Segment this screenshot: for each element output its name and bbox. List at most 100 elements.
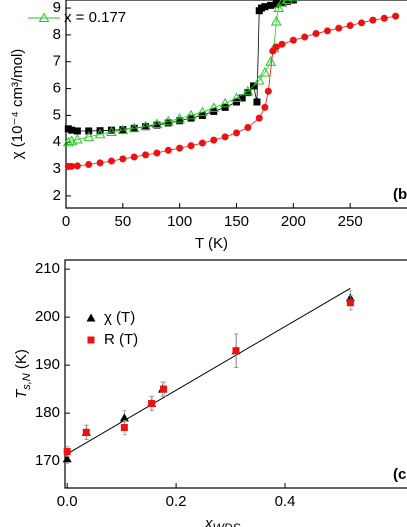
- marker: [119, 413, 129, 422]
- marker: [176, 117, 184, 125]
- marker: [284, 0, 292, 5]
- x-tick-label: 250: [338, 213, 363, 230]
- marker: [233, 98, 240, 106]
- marker: [287, 0, 299, 2]
- series-line: [68, 15, 396, 167]
- marker: [94, 128, 106, 139]
- marker: [232, 347, 240, 355]
- marker: [160, 385, 168, 393]
- x-tick-label: 50: [114, 213, 131, 230]
- legend-label: χ (T): [104, 309, 135, 326]
- marker: [253, 74, 265, 85]
- marker: [86, 313, 96, 322]
- y-tick-label: 9: [53, 0, 61, 16]
- y-tick-label: 6: [53, 80, 61, 97]
- marker: [358, 19, 366, 27]
- marker: [346, 299, 354, 307]
- plot-frame: [65, 0, 407, 209]
- marker: [197, 106, 208, 117]
- marker: [153, 121, 161, 129]
- marker: [151, 118, 163, 128]
- marker: [272, 43, 280, 51]
- marker: [282, 0, 294, 4]
- y-tick-label: 210: [35, 260, 60, 277]
- marker: [221, 103, 229, 111]
- marker: [87, 336, 95, 344]
- marker: [148, 400, 156, 408]
- marker: [85, 161, 93, 169]
- marker: [130, 153, 138, 161]
- marker: [261, 3, 269, 11]
- marker: [244, 89, 252, 97]
- marker: [187, 114, 195, 122]
- marker: [106, 126, 117, 137]
- series-line: [68, 0, 289, 143]
- marker: [335, 24, 343, 32]
- marker: [261, 103, 269, 111]
- y-axis-label: Ts,N (K): [13, 349, 33, 399]
- marker: [253, 98, 261, 106]
- marker: [289, 36, 297, 44]
- marker: [312, 30, 320, 38]
- marker: [233, 129, 240, 137]
- y-label-sub: s,N: [21, 373, 33, 390]
- marker: [72, 134, 83, 144]
- y-tick-label: 190: [35, 356, 60, 373]
- y-tick-label: 8: [53, 26, 61, 43]
- marker: [68, 126, 76, 134]
- marker: [153, 149, 161, 157]
- x-axis-label: xWDS: [204, 515, 241, 527]
- marker: [264, 87, 272, 95]
- marker: [117, 124, 129, 135]
- marker: [119, 155, 127, 163]
- marker: [162, 115, 174, 126]
- marker: [68, 162, 76, 170]
- marker: [142, 123, 150, 131]
- marker: [289, 0, 297, 4]
- legend-label: R (T): [104, 331, 138, 348]
- y-tick-label: 5: [53, 106, 61, 123]
- marker: [62, 454, 72, 463]
- marker: [107, 126, 115, 134]
- x-tick-label: 0.0: [57, 493, 78, 510]
- marker: [238, 94, 246, 102]
- marker: [208, 102, 220, 112]
- marker: [323, 27, 331, 35]
- y-tick-label: 170: [35, 452, 60, 469]
- x-tick-label: 100: [167, 213, 192, 230]
- plot-frame: [64, 259, 407, 489]
- y-axis-label: χ (10⁻⁴ cm³/mol): [9, 49, 26, 160]
- marker: [392, 12, 400, 20]
- x-label-main: x: [204, 515, 213, 527]
- marker: [270, 15, 282, 26]
- marker: [128, 122, 140, 133]
- x-tick-label: 0.2: [166, 493, 187, 510]
- panel-label: (c: [393, 466, 406, 483]
- marker: [174, 113, 186, 123]
- marker: [273, 2, 284, 13]
- panel-label: (b: [393, 186, 407, 203]
- marker: [265, 56, 276, 66]
- marker: [83, 131, 95, 141]
- marker: [119, 126, 127, 134]
- marker: [185, 109, 197, 120]
- marker: [369, 16, 377, 24]
- marker: [272, 0, 280, 8]
- marker: [278, 40, 286, 48]
- marker: [164, 119, 172, 127]
- x-tick-label: 200: [281, 213, 306, 230]
- marker: [221, 133, 229, 141]
- marker: [62, 136, 74, 147]
- marker: [73, 127, 81, 135]
- marker: [267, 1, 275, 9]
- marker: [219, 97, 231, 108]
- marker: [176, 144, 184, 152]
- y-tick-label: 200: [35, 308, 60, 325]
- legend-label: x = 0.177: [64, 9, 126, 26]
- marker: [142, 151, 150, 159]
- y-tick-label: 3: [53, 160, 61, 177]
- marker: [73, 162, 81, 170]
- marker: [231, 92, 242, 102]
- x-label-sub: WDS: [213, 521, 241, 527]
